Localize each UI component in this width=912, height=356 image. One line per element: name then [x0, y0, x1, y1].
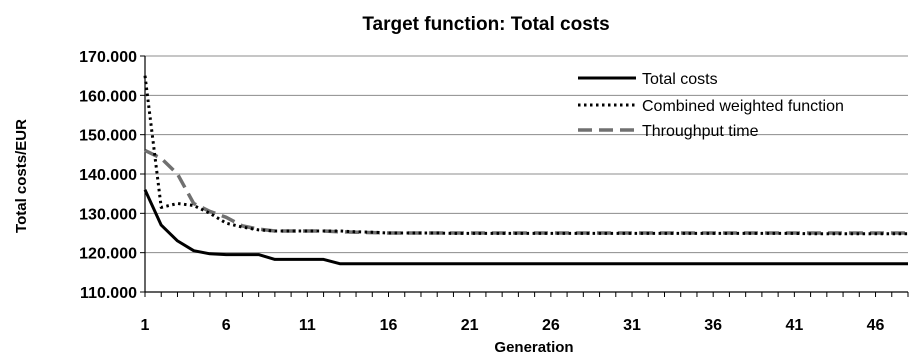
legend-label-total-costs: Total costs — [642, 71, 718, 88]
y-tick-label: 130.000 — [79, 206, 137, 223]
legend-label-combined-weighted-function: Combined weighted function — [642, 98, 844, 115]
grid-lines — [145, 55, 908, 254]
y-axis-label: Total costs/EUR — [13, 119, 30, 233]
y-tick-labels: 110.000 120.000 130.000 140.000 150.000 160.0… — [79, 49, 137, 302]
y-tick-label: 120.000 — [79, 246, 137, 263]
series-lines — [143, 75, 908, 266]
chart-title: Target function: Total costs — [362, 14, 609, 35]
series-line-total-costs — [143, 189, 908, 266]
y-tick-label: 110.000 — [80, 285, 137, 302]
x-tick-label: 41 — [785, 317, 803, 334]
x-tick-label: 16 — [380, 317, 398, 334]
x-tick-label: 11 — [299, 317, 316, 334]
y-tick-label: 160.000 — [79, 88, 137, 105]
series-line-throughput-time — [144, 148, 908, 235]
x-tick-label: 26 — [542, 317, 560, 334]
y-tick-label: 170.000 — [79, 49, 137, 66]
x-tick-labels: 1 6 11 16 21 26 31 36 41 46 — [141, 317, 885, 334]
axes — [140, 55, 909, 297]
y-tick-label: 150.000 — [79, 128, 137, 145]
legend-label-throughput-time: Throughput time — [642, 123, 759, 140]
x-tick-label: 31 — [623, 317, 641, 334]
legend: Total costs Combined weighted function Thr… — [578, 71, 844, 140]
x-tick-label: 21 — [461, 317, 479, 334]
y-tick-label: 140.000 — [79, 167, 137, 184]
x-tick-label: 46 — [867, 317, 885, 334]
x-axis-label: Generation — [494, 339, 573, 356]
x-tick-label: 36 — [704, 317, 722, 334]
x-tick-label: 6 — [222, 317, 231, 334]
x-tick-label: 1 — [141, 317, 150, 334]
series-line-combined-weighted-function — [143, 75, 908, 236]
